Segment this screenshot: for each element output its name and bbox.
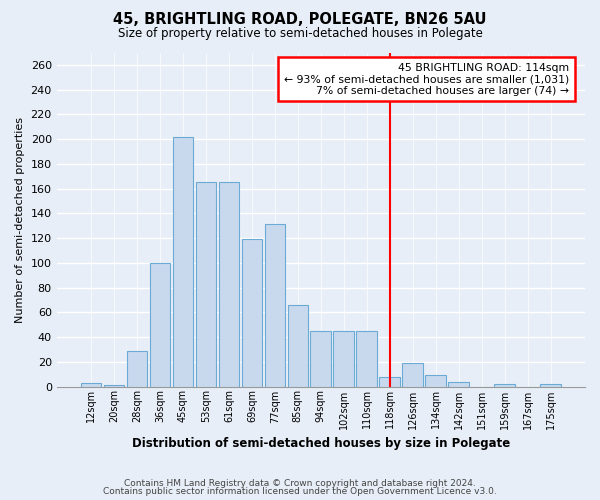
Text: Size of property relative to semi-detached houses in Polegate: Size of property relative to semi-detach… [118, 28, 482, 40]
Bar [173, 136, 193, 386]
Bar [494, 384, 515, 386]
Bar [218, 182, 239, 386]
Y-axis label: Number of semi-detached properties: Number of semi-detached properties [15, 116, 25, 322]
Bar [127, 350, 148, 386]
Bar [334, 331, 354, 386]
X-axis label: Distribution of semi-detached houses by size in Polegate: Distribution of semi-detached houses by … [132, 437, 510, 450]
Bar [425, 376, 446, 386]
Bar [80, 383, 101, 386]
Bar [541, 384, 561, 386]
Bar [448, 382, 469, 386]
Bar [287, 305, 308, 386]
Bar [403, 363, 423, 386]
Bar [379, 376, 400, 386]
Bar [242, 240, 262, 386]
Bar [356, 331, 377, 386]
Bar [265, 224, 285, 386]
Text: Contains public sector information licensed under the Open Government Licence v3: Contains public sector information licen… [103, 487, 497, 496]
Text: 45, BRIGHTLING ROAD, POLEGATE, BN26 5AU: 45, BRIGHTLING ROAD, POLEGATE, BN26 5AU [113, 12, 487, 28]
Bar [310, 331, 331, 386]
Text: Contains HM Land Registry data © Crown copyright and database right 2024.: Contains HM Land Registry data © Crown c… [124, 478, 476, 488]
Bar [196, 182, 216, 386]
Bar [149, 263, 170, 386]
Text: 45 BRIGHTLING ROAD: 114sqm
← 93% of semi-detached houses are smaller (1,031)
7% : 45 BRIGHTLING ROAD: 114sqm ← 93% of semi… [284, 62, 569, 96]
